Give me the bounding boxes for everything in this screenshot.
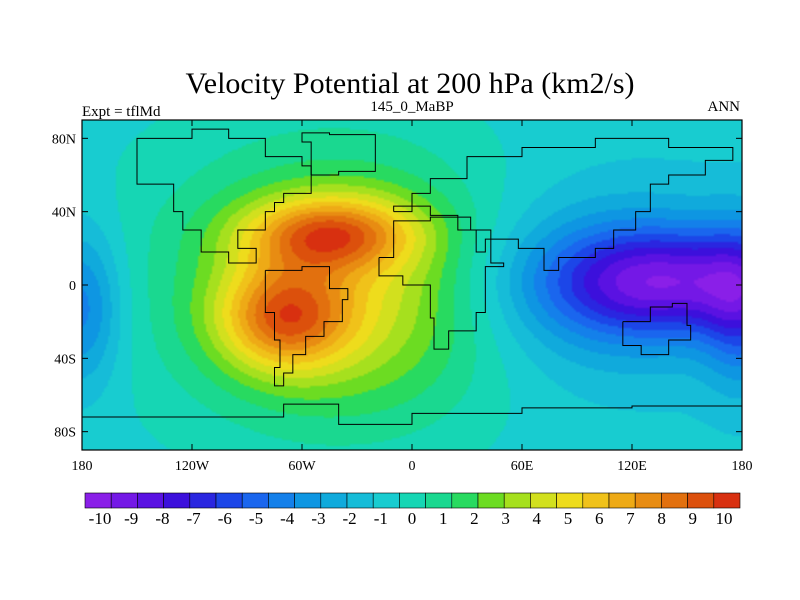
colorbar-label: -9 [124, 509, 138, 528]
x-tick-label: 60E [511, 459, 534, 474]
outline-eurasia [393, 137, 734, 271]
colorbar-label: 10 [716, 509, 733, 528]
colorbar-label: -6 [218, 509, 232, 528]
outline-north-america [136, 128, 312, 264]
colorbar-swatch [556, 492, 584, 509]
x-tick-label: 120W [175, 459, 210, 474]
colorbar-swatch [189, 492, 217, 509]
y-tick-label: 40S [54, 352, 76, 367]
colorbar-swatch [713, 492, 741, 509]
colorbar: -10 -9 -8 -7 -6 -5 -4 -3 -2 -1 0 1 2 3 4 5 6 7 8 9 10 [84, 492, 741, 528]
colorbar-swatch [294, 492, 322, 509]
colorbar-label: 0 [408, 509, 417, 528]
colorbar-label: 7 [626, 509, 635, 528]
outline-africa [378, 216, 505, 350]
colorbar-label: -10 [89, 509, 112, 528]
x-tick-label: 180 [72, 459, 93, 474]
colorbar-swatch [215, 492, 243, 509]
colorbar-label: 2 [470, 509, 479, 528]
colorbar-label: -3 [311, 509, 325, 528]
x-tick-label: 120E [617, 459, 647, 474]
colorbar-swatch [399, 492, 426, 509]
colorbar-label: 9 [689, 509, 698, 528]
experiment-label: Expt = tflMd [82, 104, 161, 120]
colorbar-label: 5 [564, 509, 573, 528]
outline-antarctica [82, 403, 742, 425]
colorbar-swatch [163, 492, 191, 509]
x-tick-label: 0 [409, 459, 416, 474]
chart-title: Velocity Potential at 200 hPa (km2/s) [185, 67, 634, 100]
y-tick-label: 80N [52, 132, 76, 147]
x-tick-label: 60W [288, 459, 316, 474]
colorbar-label: 8 [657, 509, 666, 528]
plot-area: 180 120W 60W 0 60E 120E 180 80N 40N 0 40S 80S [52, 119, 753, 474]
colorbar-swatch [451, 492, 479, 509]
colorbar-swatch [687, 492, 715, 509]
colorbar-label: -8 [155, 509, 169, 528]
colorbar-swatch [582, 492, 610, 509]
colorbar-swatch [84, 492, 112, 509]
colorbar-label: -7 [187, 509, 202, 528]
case-label: 145_0_MaBP [370, 99, 453, 115]
colorbar-swatch [634, 492, 662, 509]
y-tick-label: 40N [52, 206, 76, 221]
colorbar-swatch [320, 492, 348, 509]
y-tick-label: 0 [69, 279, 76, 294]
colorbar-swatch [477, 492, 505, 509]
colorbar-swatch [346, 492, 374, 509]
outline-south-america [264, 266, 349, 387]
colorbar-swatch [241, 492, 269, 509]
colorbar-swatch [110, 492, 138, 509]
colorbar-label: -5 [249, 509, 263, 528]
x-tick-label: 180 [732, 459, 753, 474]
colorbar-label: 4 [533, 509, 542, 528]
colorbar-label: -2 [343, 509, 357, 528]
colorbar-label: -1 [374, 509, 388, 528]
y-axis: 80N 40N 0 40S 80S [52, 132, 742, 441]
season-label: ANN [708, 99, 741, 115]
colorbar-label: -4 [280, 509, 295, 528]
colorbar-label: 3 [501, 509, 510, 528]
continent-outlines [82, 128, 742, 425]
colorbar-swatch [608, 492, 636, 509]
colorbar-label: 1 [439, 509, 448, 528]
colorbar-swatch [503, 492, 531, 509]
colorbar-swatch [425, 492, 453, 509]
colorbar-swatch [268, 492, 295, 509]
colorbar-swatch [661, 492, 688, 509]
x-axis: 180 120W 60W 0 60E 120E 180 [72, 120, 753, 474]
y-tick-label: 80S [54, 426, 76, 441]
colorbar-label: 6 [595, 509, 604, 528]
outline-australia [622, 302, 692, 356]
outline-greenland [301, 132, 376, 176]
colorbar-swatch [137, 492, 164, 509]
colorbar-swatch [372, 492, 400, 509]
colorbar-swatch [530, 492, 557, 509]
